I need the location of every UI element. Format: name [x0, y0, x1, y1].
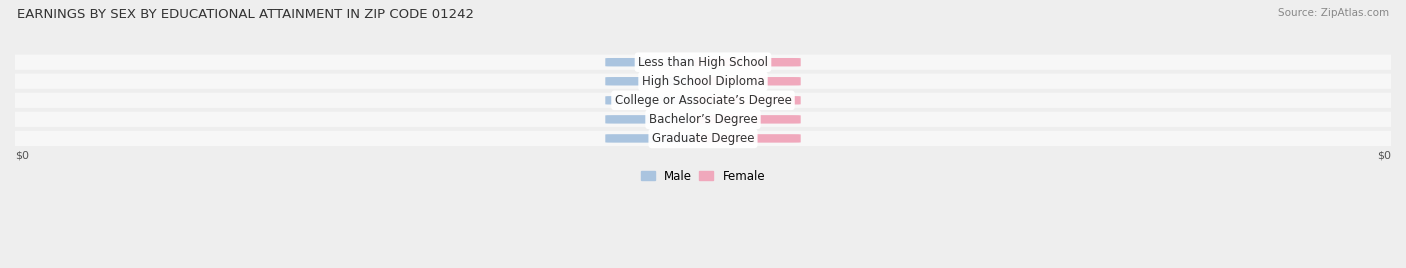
Legend: Male, Female: Male, Female: [636, 165, 770, 187]
Text: Source: ZipAtlas.com: Source: ZipAtlas.com: [1278, 8, 1389, 18]
Text: $0: $0: [651, 57, 665, 67]
FancyBboxPatch shape: [606, 77, 711, 85]
FancyBboxPatch shape: [695, 134, 800, 143]
Text: $0: $0: [741, 76, 755, 86]
FancyBboxPatch shape: [695, 58, 800, 66]
Text: Graduate Degree: Graduate Degree: [652, 132, 754, 145]
FancyBboxPatch shape: [606, 96, 711, 105]
Text: Bachelor’s Degree: Bachelor’s Degree: [648, 113, 758, 126]
FancyBboxPatch shape: [0, 112, 1406, 127]
Text: $0: $0: [741, 95, 755, 105]
FancyBboxPatch shape: [606, 134, 711, 143]
Text: $0: $0: [651, 114, 665, 124]
Text: $0: $0: [741, 57, 755, 67]
Text: EARNINGS BY SEX BY EDUCATIONAL ATTAINMENT IN ZIP CODE 01242: EARNINGS BY SEX BY EDUCATIONAL ATTAINMEN…: [17, 8, 474, 21]
Text: High School Diploma: High School Diploma: [641, 75, 765, 88]
FancyBboxPatch shape: [695, 96, 800, 105]
Text: $0: $0: [651, 95, 665, 105]
Text: College or Associate’s Degree: College or Associate’s Degree: [614, 94, 792, 107]
FancyBboxPatch shape: [606, 115, 711, 124]
FancyBboxPatch shape: [695, 77, 800, 85]
Text: $0: $0: [741, 114, 755, 124]
Text: $0: $0: [651, 76, 665, 86]
FancyBboxPatch shape: [0, 93, 1406, 108]
Text: $0: $0: [741, 133, 755, 143]
Text: Less than High School: Less than High School: [638, 56, 768, 69]
Text: $0: $0: [651, 133, 665, 143]
FancyBboxPatch shape: [0, 74, 1406, 89]
FancyBboxPatch shape: [0, 131, 1406, 146]
FancyBboxPatch shape: [606, 58, 711, 66]
Text: $0: $0: [15, 151, 30, 161]
FancyBboxPatch shape: [0, 55, 1406, 70]
Text: $0: $0: [1376, 151, 1391, 161]
FancyBboxPatch shape: [695, 115, 800, 124]
